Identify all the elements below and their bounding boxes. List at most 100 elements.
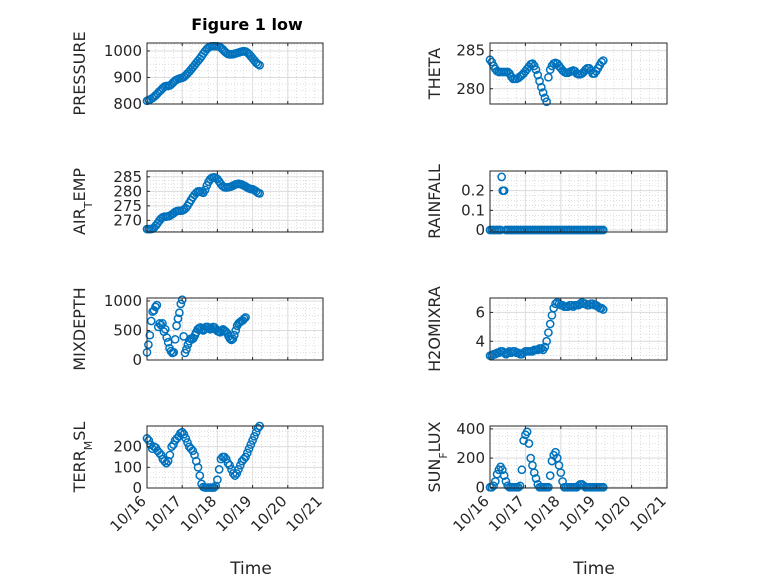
data-point	[165, 450, 175, 460]
figure-title: Figure 1 low	[191, 15, 303, 34]
x-tick-label: 10/20	[247, 492, 290, 535]
data-point	[522, 427, 532, 437]
data-point	[234, 465, 243, 474]
y-tick-label: 1000	[104, 42, 142, 60]
data-point	[181, 434, 191, 443]
data-point	[556, 468, 566, 478]
data-point	[221, 454, 231, 464]
y-tick-label: 280	[113, 182, 142, 200]
axes-box	[146, 170, 324, 233]
data-point	[542, 97, 551, 107]
data-point	[513, 482, 523, 492]
data-point	[246, 440, 256, 449]
data-point	[169, 440, 178, 449]
y-axis-label: AIRTEMP	[70, 168, 95, 235]
y-axis-label: RAINFALL	[425, 164, 444, 239]
axes-box	[489, 425, 668, 489]
data-point	[182, 345, 191, 354]
data-point	[179, 429, 189, 439]
data-point	[200, 185, 210, 195]
axes-box	[146, 297, 324, 361]
y-axis-label: SUNFLUX	[425, 421, 450, 492]
y-axis-label: THETA	[425, 48, 444, 100]
data-point	[155, 319, 165, 328]
data-point	[540, 342, 550, 352]
data-point	[169, 347, 179, 357]
data-point	[144, 436, 154, 445]
data-point	[545, 319, 555, 329]
data-point	[167, 442, 176, 452]
y-tick-label: 4	[475, 332, 485, 350]
data-point	[177, 295, 187, 305]
data-point	[242, 448, 252, 458]
y-tick-label: 200	[456, 449, 485, 467]
y-axis-label: TERRMSL	[70, 422, 95, 494]
x-tick-label: 10/18	[177, 492, 220, 535]
data-point	[162, 458, 171, 468]
data-point	[598, 225, 608, 235]
data-point	[499, 471, 509, 480]
data-point	[531, 65, 541, 75]
x-tick-label: 10/17	[485, 492, 528, 535]
y-axis-label: MIXDEPTH	[70, 287, 89, 370]
data-point	[175, 308, 184, 318]
x-tick-label: 10/21	[627, 492, 670, 535]
data-point	[239, 314, 249, 324]
subplot-rainfall: 0 0.10.2 RAINFALL	[425, 164, 668, 239]
data-point	[186, 444, 196, 454]
data-point	[251, 427, 261, 437]
data-point	[145, 330, 155, 340]
data-point	[160, 456, 169, 466]
data-point	[147, 444, 157, 454]
data-point	[239, 454, 249, 464]
data-point	[536, 82, 546, 92]
data-point	[497, 172, 507, 182]
data-point	[183, 438, 192, 447]
axes-box	[489, 170, 668, 233]
data-point	[598, 305, 608, 314]
subplot-terrmsl: 0 100 200 TERRMSL 10/1610/1710/1810/1910/201…	[70, 422, 326, 536]
data-point	[225, 460, 235, 470]
data-point	[230, 471, 240, 480]
y-tick-label: 100	[113, 458, 142, 476]
x-tick-label: 10/16	[450, 492, 493, 535]
x-tick-label: 10/19	[212, 492, 255, 535]
subplot-h2omixra: 4 6 H2OMIXRA	[425, 286, 668, 372]
data-point	[250, 431, 259, 441]
data-point	[529, 468, 539, 478]
y-tick-label: 500	[113, 321, 142, 339]
data-point	[162, 333, 172, 342]
x-axis-label-right: Time	[572, 559, 615, 579]
axes-box	[489, 42, 668, 105]
y-tick-label: 275	[113, 197, 142, 215]
data-point	[531, 474, 541, 483]
y-tick-label: 0	[132, 351, 142, 369]
data-point	[163, 337, 173, 347]
data-point	[195, 471, 205, 480]
data-point	[232, 469, 242, 478]
x-tick-label: 10/17	[142, 492, 185, 535]
data-point	[188, 446, 198, 456]
y-tick-label: 0.1	[461, 201, 485, 219]
y-tick-label: 0.2	[461, 182, 485, 200]
data-point	[538, 88, 548, 97]
y-tick-label: 6	[475, 303, 485, 321]
data-point	[545, 471, 555, 480]
data-point	[255, 60, 264, 70]
data-point	[241, 452, 250, 462]
data-point	[154, 448, 164, 458]
data-point	[220, 452, 229, 462]
subplot-mixdepth: 0 500 1000 MIXDEPTH	[70, 287, 324, 371]
data-point	[228, 469, 238, 478]
y-tick-label: 0	[132, 479, 142, 497]
y-tick-label: 280	[456, 80, 485, 98]
data-point	[152, 300, 162, 310]
subplot-sunflux: 0 200 400 SUNFLUX10/1610/1710/1810/1910/201…	[425, 420, 670, 535]
x-tick-label: 10/18	[520, 492, 563, 535]
data-point	[241, 313, 250, 322]
y-tick-label: 1000	[104, 292, 142, 310]
data-point	[498, 465, 507, 475]
y-tick-label: 900	[113, 68, 142, 86]
axes-box	[146, 42, 324, 105]
